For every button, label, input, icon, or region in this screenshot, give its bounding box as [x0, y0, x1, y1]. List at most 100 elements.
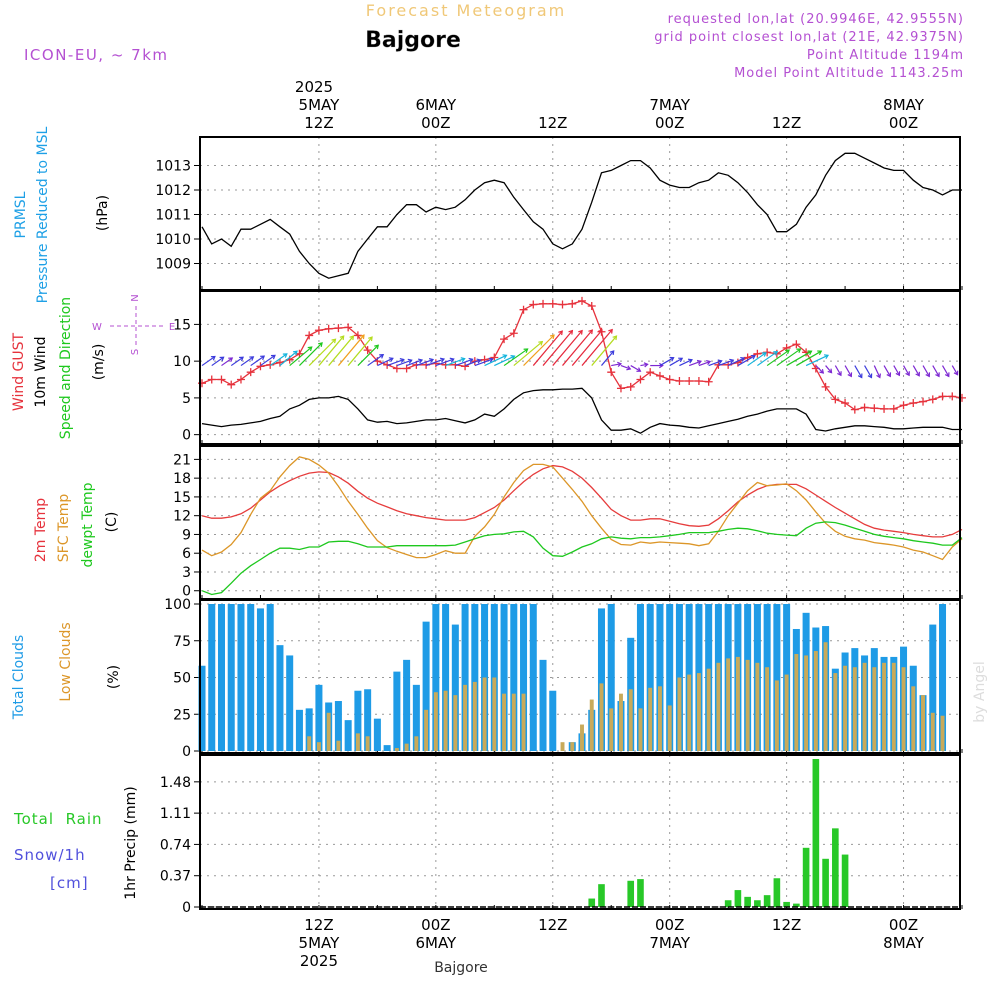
rain-bar: [841, 854, 849, 907]
wind-arrow-head: [388, 357, 394, 363]
panel-wind: 0 5 10 15: [173, 290, 966, 445]
total-cloud-bar: [256, 608, 264, 751]
wind-arrow: [903, 365, 910, 376]
top-day-label: 7MAY: [649, 96, 691, 114]
top-year: 2025: [295, 78, 333, 96]
low-cloud-bar: [687, 674, 692, 751]
low-cloud-bar: [589, 699, 594, 751]
low-cloud-bar: [648, 687, 653, 751]
wind-arrow-head: [761, 352, 767, 357]
bottom-hour-label: 12Z: [304, 916, 333, 934]
panel-frame-precipitation: [199, 754, 961, 910]
wind-arrow-head: [740, 356, 746, 362]
low-cloud-bar: [443, 690, 448, 751]
wind-arrow: [328, 335, 354, 366]
panel-frame-clouds: [199, 599, 961, 754]
panel-frame-pressure: [199, 136, 961, 291]
total-cloud-bar: [442, 604, 450, 751]
panel-pressure: 1009 1010 1011 1012 1013: [155, 136, 963, 291]
wind-arrow: [893, 365, 900, 376]
wind-arrow: [718, 359, 734, 367]
wind-arrow: [620, 364, 631, 370]
wind-arrow-head: [944, 372, 950, 378]
rain-bar: [812, 759, 820, 907]
wind-arrow: [279, 350, 298, 367]
wind-arrow: [318, 335, 345, 366]
gust-marker: [841, 399, 850, 408]
wind-arrow: [659, 357, 674, 367]
low-cloud-bar: [794, 653, 799, 751]
wind-arrow-head: [827, 368, 833, 374]
footer-location: Bajgore: [434, 960, 488, 976]
wind-arrow: [776, 348, 801, 367]
prmsl-line: [201, 152, 962, 279]
total-cloud-bar: [939, 604, 947, 751]
gust-marker: [324, 324, 333, 333]
wind-arrow-head: [807, 350, 813, 356]
gust-marker: [948, 392, 957, 401]
wind-arrow-head: [588, 329, 593, 335]
wind-arrow-head: [379, 354, 385, 359]
wind-arrow: [513, 341, 543, 367]
watermark: by Angel: [972, 661, 988, 722]
dewpt-label: dewpt Temp: [80, 482, 96, 567]
bottom-hour-label: 00Z: [889, 916, 918, 934]
low-cloud-bar: [463, 684, 468, 751]
top-day-label: 6MAY: [415, 96, 457, 114]
gust-marker: [626, 382, 635, 391]
total-cloud-bar: [334, 701, 342, 751]
wind-arrow-head: [598, 329, 603, 335]
wind10-label: 10m Wind: [33, 336, 49, 407]
wind-arrow: [406, 359, 423, 367]
gust-marker: [392, 364, 401, 373]
wind-arrow: [601, 350, 615, 366]
gust-marker: [685, 376, 694, 385]
low-cloud-bar: [492, 677, 497, 751]
wind-arrow-head: [608, 328, 613, 334]
gust-marker: [860, 403, 869, 412]
panel-precipitation: 0 0.37 0.74 1.11 1.48: [160, 754, 963, 916]
wind-compass-icon: N S W E: [92, 294, 175, 355]
wind-arrow-head: [706, 360, 712, 366]
wind-arrow-head: [729, 358, 735, 364]
low-cloud-bar: [696, 673, 701, 751]
gust-marker: [753, 349, 762, 358]
rain-bar: [637, 879, 644, 907]
total-cloud-bar: [286, 655, 294, 751]
rain-bar: [822, 858, 829, 907]
low-cloud-bar: [521, 693, 526, 751]
ytick-label-temperature: 9: [182, 527, 191, 543]
low-cloud-bar: [638, 708, 643, 751]
total-cloud-bar: [217, 604, 225, 751]
wind-arrow: [679, 359, 693, 367]
cloud-label: Total Clouds Low Clouds (%): [11, 622, 122, 720]
wind-arrow-head: [399, 358, 405, 364]
total-cloud-bar: [354, 690, 362, 751]
panel-temperature: 0 3 6 9 12 15 18 21: [173, 445, 963, 600]
wind-unit: (m/s): [91, 344, 107, 381]
rain-bar: [763, 895, 771, 907]
wind-arrow: [367, 354, 384, 367]
location-title: Bajgore: [365, 28, 461, 53]
wind-arrow: [873, 365, 881, 378]
wind-arrow-head: [538, 340, 544, 346]
wind-arrow: [815, 365, 824, 374]
bottom-hour-label: 00Z: [421, 916, 450, 934]
low-cloud-bar: [570, 742, 575, 751]
low-cloud-bar: [833, 673, 838, 751]
low-cloud-bar: [882, 662, 887, 751]
wind-arrow: [922, 365, 930, 377]
wind-arrow-head: [578, 329, 583, 335]
wind-speed-label: Speed and Direction: [58, 297, 74, 439]
total-cloud-bar: [597, 608, 605, 751]
total-cloud-bar: [373, 718, 381, 751]
total-cloud-bar: [461, 604, 469, 751]
wind-arrow: [416, 358, 434, 367]
low-cloud-bar: [930, 712, 935, 751]
gust-marker: [236, 375, 245, 384]
low-cloud-bar: [657, 686, 662, 751]
wind-arrow-head: [210, 355, 216, 361]
wind-arrow-head: [895, 371, 901, 377]
panels: 1009 1010 1011 1012 1013 0 5 10 15 0 3 6 9 12 15 18 21 0 2…: [155, 136, 966, 916]
wind-arrow: [240, 356, 254, 367]
